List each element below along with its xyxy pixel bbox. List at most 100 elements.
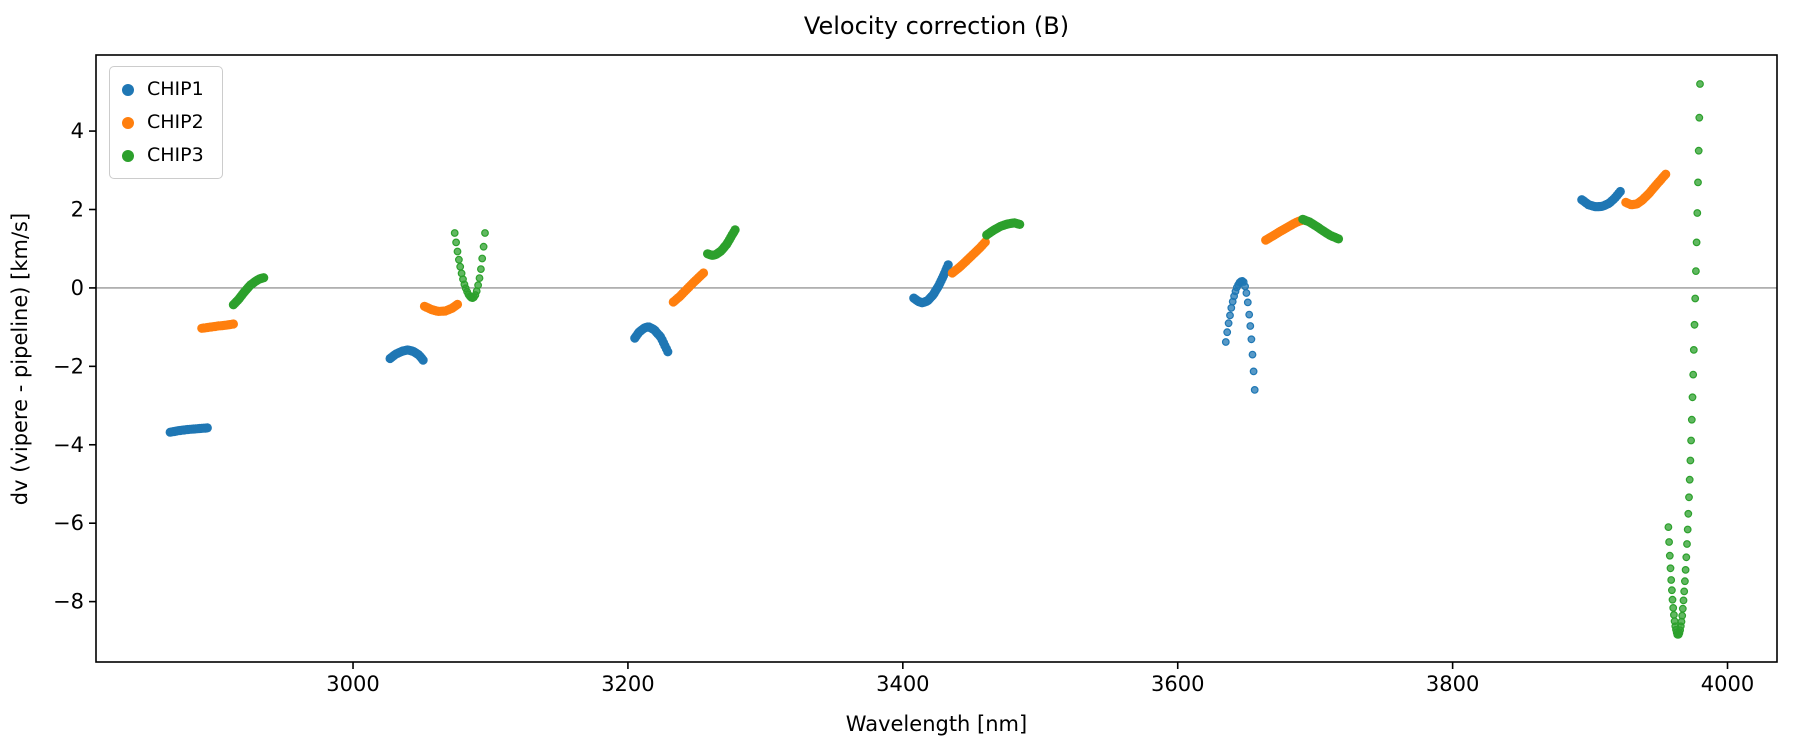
legend-marker-chip2-icon	[122, 116, 134, 129]
data-point-chip1	[1242, 289, 1251, 297]
y-tick-label: −6	[53, 511, 84, 535]
data-point-chip3	[1690, 320, 1699, 329]
legend-label-chip1: CHIP1	[147, 78, 204, 100]
x-axis-label: Wavelength [nm]	[845, 712, 1028, 736]
data-point-chip3	[1685, 475, 1694, 484]
data-point-chip2	[980, 237, 990, 247]
data-point-chip1	[1221, 338, 1230, 346]
data-point-chip3	[1666, 564, 1675, 573]
data-point-chip3	[475, 274, 484, 283]
x-tick-label: 3200	[601, 672, 654, 696]
legend-marker-chip1-icon	[122, 83, 134, 96]
data-point-chip3	[450, 229, 459, 237]
data-point-chip3	[1669, 604, 1678, 612]
x-tick-label: 3400	[876, 672, 929, 696]
data-point-chip1	[943, 260, 953, 270]
data-point-chip3	[1679, 596, 1688, 605]
data-point-chip1	[1247, 335, 1256, 344]
data-point-chip3	[456, 262, 465, 271]
data-point-chip3	[477, 265, 485, 274]
data-point-chip3	[1683, 540, 1691, 548]
x-tick-label: 3600	[1151, 672, 1204, 696]
data-point-chip3	[1688, 393, 1697, 402]
data-point-chip3	[1685, 493, 1693, 502]
legend-marker-chip3-icon	[122, 149, 134, 162]
data-point-chip3	[1691, 267, 1700, 276]
data-point-chip3	[1015, 219, 1025, 229]
y-tick-label: 4	[71, 119, 84, 143]
legend: CHIP1 CHIP2 CHIP3	[109, 66, 223, 179]
data-point-chip3	[478, 254, 487, 263]
data-point-chip1	[1615, 186, 1625, 197]
y-axis-label: dv (vipere - pipeline) [km/s]	[8, 212, 32, 506]
data-point-chip2	[698, 268, 709, 278]
y-tick-label: 2	[71, 197, 84, 221]
data-point-chip3	[1692, 238, 1701, 247]
x-tick-label: 3800	[1426, 672, 1479, 696]
data-point-chip3	[1680, 577, 1689, 586]
data-point-chip1	[1243, 298, 1252, 307]
legend-entry-chip2: CHIP2	[122, 109, 204, 136]
data-point-chip3	[1689, 370, 1698, 379]
data-point-chip3	[1691, 294, 1700, 303]
data-point-chip3	[1681, 566, 1690, 574]
data-point-chip1	[418, 355, 428, 365]
data-point-chip3	[1687, 415, 1696, 424]
data-point-chip3	[474, 281, 483, 290]
data-point-chip3	[1333, 234, 1344, 244]
data-point-chip1	[1226, 311, 1234, 320]
data-point-chip3	[452, 238, 461, 247]
data-point-chip3	[1680, 587, 1689, 596]
legend-label-chip3: CHIP3	[147, 144, 204, 166]
data-point-chip3	[730, 225, 740, 235]
data-point-chip3	[1689, 346, 1698, 354]
data-point-chip3	[1694, 146, 1703, 155]
axes-frame	[95, 54, 1778, 663]
data-point-chip3	[1665, 538, 1673, 546]
data-point-chip3	[1696, 80, 1704, 88]
data-point-chip1	[1250, 386, 1259, 394]
x-tick-label: 4000	[1701, 672, 1754, 696]
data-point-chip3	[1664, 523, 1673, 531]
data-point-chip3	[1686, 456, 1695, 465]
data-point-chip3	[1687, 436, 1695, 445]
data-point-chip2	[228, 319, 238, 329]
y-tick-label: 0	[71, 276, 84, 300]
y-tick-label: −4	[53, 433, 84, 457]
data-point-chip3	[1695, 113, 1704, 122]
data-point-chip1	[1241, 282, 1249, 291]
legend-entry-chip1: CHIP1	[122, 76, 204, 103]
data-point-chip1	[663, 347, 673, 357]
data-point-chip2	[1661, 169, 1671, 179]
data-point-chip3	[1667, 576, 1676, 584]
data-point-chip3	[1694, 178, 1702, 187]
data-point-chip2	[452, 299, 463, 309]
data-point-chip1	[1227, 304, 1236, 312]
data-point-chip1	[1224, 319, 1233, 328]
legend-label-chip2: CHIP2	[147, 111, 204, 133]
data-point-chip1	[1248, 350, 1257, 359]
data-point-chip3	[1678, 604, 1687, 613]
data-point-chip1	[1223, 328, 1232, 337]
data-point-chip3	[1669, 611, 1678, 619]
data-point-chip3	[1682, 553, 1691, 562]
data-point-chip1	[202, 423, 212, 433]
data-point-chip3	[453, 247, 462, 256]
legend-entry-chip3: CHIP3	[122, 142, 204, 169]
data-point-chip3	[1693, 209, 1702, 217]
y-tick-label: −2	[53, 354, 84, 378]
data-point-chip3	[455, 255, 463, 264]
data-point-chip3	[1667, 586, 1676, 595]
data-point-chip3	[1684, 509, 1693, 518]
data-point-chip3	[1665, 551, 1674, 560]
data-point-chip3	[479, 242, 488, 251]
data-point-chip3	[259, 273, 269, 283]
data-point-chip1	[1249, 367, 1258, 376]
data-point-chip3	[481, 229, 489, 237]
y-tick-label: −8	[53, 590, 84, 614]
x-tick-label: 3000	[326, 672, 379, 696]
data-point-chip1	[1246, 322, 1255, 330]
chart-title: Velocity correction (B)	[803, 12, 1070, 40]
